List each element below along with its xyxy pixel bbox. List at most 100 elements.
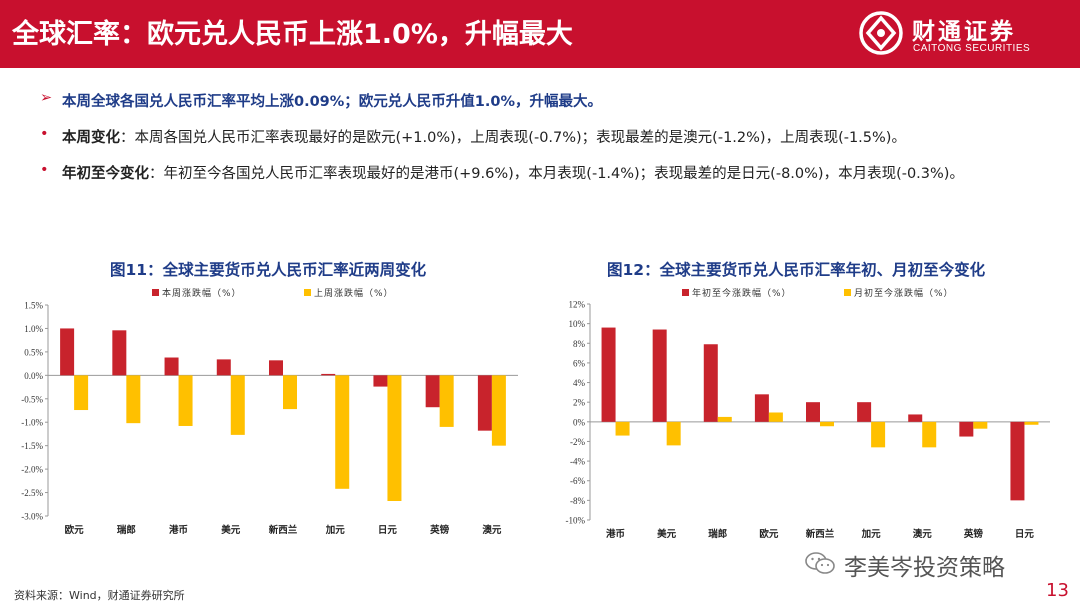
bar-primary xyxy=(60,328,75,376)
summary-text: 本周全球各国兑人民币汇率平均上涨0.09%；欧元兑人民币升值1.0%，升幅最大。 xyxy=(62,94,603,110)
category-label: 加元 xyxy=(861,528,882,540)
y-tick-label: 0% xyxy=(573,417,586,427)
category-label: 欧元 xyxy=(759,528,779,540)
y-tick-label: 0.5% xyxy=(24,347,43,357)
wechat-watermark: 李美岑投资策略 xyxy=(796,546,1046,581)
category-label: 港币 xyxy=(169,524,189,536)
weekly-change-bar-chart: 1.5% 1.0% 0.5% 0.0% -0.5% -1.0% -1.5% -2.0% -2.5… xyxy=(21,287,518,536)
category-label: 英镑 xyxy=(430,524,450,536)
y-tick-label: 4% xyxy=(573,378,586,388)
bar-primary xyxy=(112,330,127,376)
chart-title-fig12: 图12：全球主要货币兑人民币汇率年初、月初至今变化 xyxy=(607,261,986,279)
bar-secondary xyxy=(820,421,834,427)
logo-mark-icon xyxy=(859,11,903,55)
y-tick-label: -6% xyxy=(570,476,585,486)
category-label: 瑞郎 xyxy=(117,524,137,536)
bar-primary xyxy=(425,375,440,408)
bar-primary xyxy=(857,402,872,422)
y-tick-label: 12% xyxy=(569,300,586,310)
bar-primary xyxy=(373,375,388,387)
data-source-note: 资料来源：Wind，财通证券研究所 xyxy=(14,589,185,602)
bar-secondary xyxy=(126,375,141,424)
y-tick-label: -1.0% xyxy=(21,418,43,428)
bar-primary xyxy=(908,414,923,422)
y-tick-label: -3.0% xyxy=(21,512,43,522)
page-title: 全球汇率：欧元兑人民币上涨1.0%，升幅最大 xyxy=(12,19,573,50)
y-tick-label: -2.5% xyxy=(21,488,43,498)
bar-secondary xyxy=(615,421,630,436)
category-label: 欧元 xyxy=(65,524,85,536)
weekly-change-label: 本周变化 xyxy=(62,130,120,146)
bar-secondary xyxy=(387,375,402,501)
category-label: 加元 xyxy=(325,524,346,536)
bar-primary xyxy=(1010,421,1025,501)
logo-chinese-name: 财通证券 xyxy=(912,19,1016,45)
chart-title-fig11: 图11：全球主要货币兑人民币汇率近两周变化 xyxy=(110,261,427,279)
watermark-text: 李美岑投资策略 xyxy=(844,555,1005,581)
legend-swatch xyxy=(682,289,689,296)
header-bar: 全球汇率：欧元兑人民币上涨1.0%，升幅最大 财通证券 CAITONG SECU… xyxy=(0,0,1080,68)
y-tick-label: -2.0% xyxy=(21,465,43,475)
bar-secondary xyxy=(439,375,454,427)
dot-bullet-icon: • xyxy=(40,162,49,178)
legend-swatch xyxy=(304,289,311,296)
category-label: 澳元 xyxy=(482,524,502,536)
bar-primary xyxy=(164,357,179,376)
bar-primary xyxy=(703,344,718,422)
category-label: 瑞郎 xyxy=(708,528,728,540)
bar-secondary xyxy=(922,421,937,448)
category-label: 澳元 xyxy=(913,528,933,540)
bar-primary xyxy=(652,329,667,422)
bar-primary xyxy=(754,394,769,422)
y-tick-label: -10% xyxy=(566,516,586,526)
legend-swatch xyxy=(152,289,159,296)
bar-secondary xyxy=(283,375,297,410)
ytd-change-text: ：年初至今各国兑人民币汇率表现最好的是港币(+9.6%)，本月表现(-1.4%)… xyxy=(149,166,964,182)
category-label: 新西兰 xyxy=(269,524,298,536)
bar-primary xyxy=(321,373,336,376)
page-number: 13 xyxy=(1046,580,1069,601)
bar-secondary xyxy=(230,375,245,435)
category-label: 英镑 xyxy=(964,528,984,540)
bar-primary xyxy=(216,359,231,376)
y-tick-label: 2% xyxy=(573,398,586,408)
legend-label: 本周涨跌幅（%） xyxy=(162,287,242,299)
category-label: 美元 xyxy=(656,528,677,540)
arrow-bullet-icon: ➢ xyxy=(40,90,53,106)
y-tick-label: -1.5% xyxy=(21,441,43,451)
bar-primary xyxy=(477,375,492,431)
bar-primary xyxy=(806,402,820,422)
y-tick-label: 1.0% xyxy=(24,324,43,334)
y-tick-label: 8% xyxy=(573,339,586,349)
dot-bullet-icon: • xyxy=(40,126,49,142)
logo-english-name: CAITONG SECURITIES xyxy=(913,43,1031,54)
y-tick-label: -4% xyxy=(570,457,585,467)
legend-label: 月初至今涨跌幅（%） xyxy=(854,287,954,299)
y-tick-label: 10% xyxy=(569,319,586,329)
category-label: 新西兰 xyxy=(806,528,835,540)
y-tick-label: -2% xyxy=(570,437,585,447)
bar-secondary xyxy=(717,416,732,422)
y-tick-label: -0.5% xyxy=(21,394,43,404)
bar-secondary xyxy=(1024,421,1039,425)
y-tick-label: 0.0% xyxy=(24,371,43,381)
category-label: 日元 xyxy=(378,525,398,536)
bar-secondary xyxy=(178,375,193,426)
category-label: 日元 xyxy=(1015,529,1035,540)
ytd-change-bar-chart: 12% 10% 8% 6% 4% 2% 0% -2% -4% -6% -8% -10% 年初至今涨跌幅（… xyxy=(566,287,1050,540)
category-label: 美元 xyxy=(220,524,241,536)
company-logo: 财通证券 CAITONG SECURITIES xyxy=(858,10,1058,60)
weekly-change-text: ：本周各国兑人民币汇率表现最好的是欧元(+1.0%)，上周表现(-0.7%)；表… xyxy=(120,130,906,146)
bar-primary xyxy=(601,327,616,422)
bar-primary xyxy=(269,360,283,376)
bar-secondary xyxy=(335,375,350,489)
y-tick-label: 1.5% xyxy=(24,301,43,311)
legend-label: 上周涨跌幅（%） xyxy=(314,287,394,299)
bar-secondary xyxy=(666,421,681,446)
wechat-icon xyxy=(805,552,835,574)
legend-label: 年初至今涨跌幅（%） xyxy=(692,287,792,299)
y-tick-label: -8% xyxy=(570,496,585,506)
ytd-change-label: 年初至今变化 xyxy=(62,166,149,182)
bar-primary xyxy=(959,421,974,437)
bar-secondary xyxy=(491,375,506,446)
